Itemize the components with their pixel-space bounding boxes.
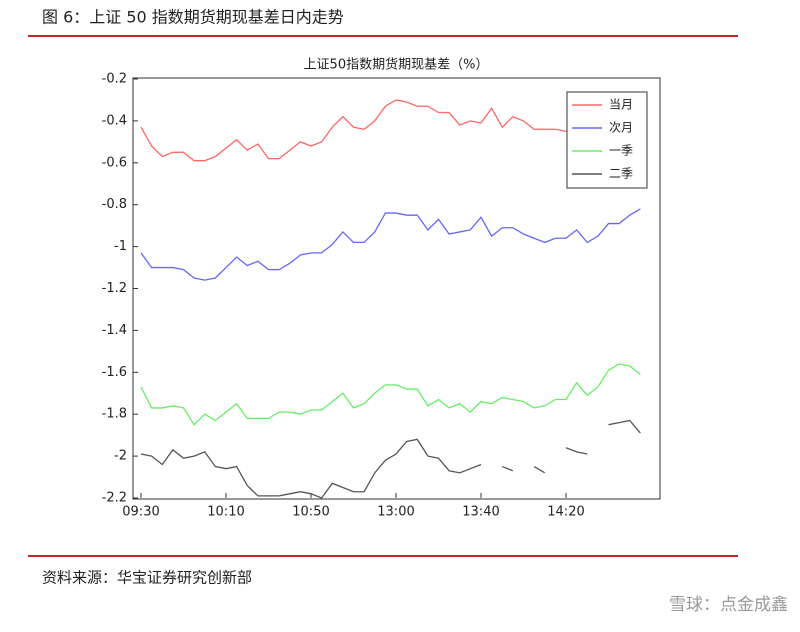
legend-label: 二季 [609,167,633,181]
y-tick-label: -0.6 [102,155,127,170]
y-tick-label: -0.4 [102,113,127,128]
x-tick-label: 10:50 [292,505,329,520]
x-tick-label: 10:10 [207,505,244,520]
legend-label: 次月 [609,121,633,135]
x-tick-label: 14:20 [547,505,584,520]
y-tick-label: -1.4 [102,323,127,338]
y-tick-label: -0.2 [102,72,127,87]
x-tick-label: 13:00 [377,505,414,520]
y-tick-label: -2 [114,449,127,464]
series-line [140,208,641,281]
y-tick-label: -1.2 [102,281,127,296]
series-line [140,92,641,162]
y-tick-label: -1 [114,239,127,254]
y-tick-label: -2.2 [102,491,127,506]
chart-title: 上证50指数期货期现基差（%） [304,57,489,73]
legend-label: 一季 [609,144,633,158]
x-tick-label: 09:30 [122,505,159,520]
y-tick-label: -0.8 [102,197,127,212]
watermark: 雪球：点金成鑫 [669,595,788,615]
legend-label: 当月 [609,98,633,112]
series-line [140,419,641,499]
x-tick-label: 13:40 [462,505,499,520]
series-line [140,363,641,426]
figure-title: 图 6：上证 50 指数期货期现基差日内走势 [42,8,344,27]
y-tick-label: -1.8 [102,407,127,422]
y-tick-label: -1.6 [102,365,127,380]
source: 资料来源：华宝证券研究创新部 [42,569,252,587]
legend-box [566,91,648,189]
